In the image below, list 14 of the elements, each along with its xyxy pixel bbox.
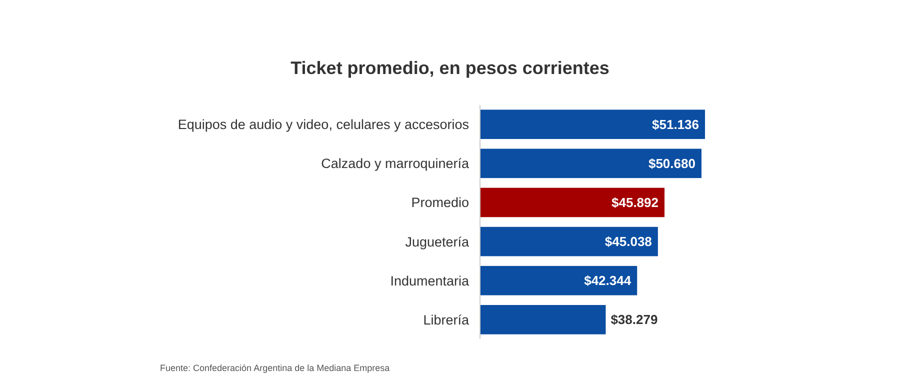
data-label: $51.136 xyxy=(652,116,699,132)
data-label: $42.344 xyxy=(584,273,632,288)
data-label: $45.892 xyxy=(612,195,659,210)
y-tick-label: Equipos de audio y video, celulares y accesorios xyxy=(178,117,470,132)
y-tick-label: Juguetería xyxy=(405,234,470,250)
data-label: $38.279 xyxy=(610,312,658,328)
data-label: $50.680 xyxy=(648,156,696,171)
y-tick-label: Calzado y marroquinería xyxy=(321,156,470,172)
y-tick-label: Promedio xyxy=(411,195,469,210)
data-label: $45.038 xyxy=(604,234,652,250)
chart-title: Ticket promedio, en pesos corrientes xyxy=(290,58,610,78)
source-note: Fuente: Confederación Argentina de la Mediana Empresa xyxy=(160,363,390,373)
y-tick-label: Indumentaria xyxy=(390,273,470,288)
y-tick-label: Librería xyxy=(423,312,470,328)
